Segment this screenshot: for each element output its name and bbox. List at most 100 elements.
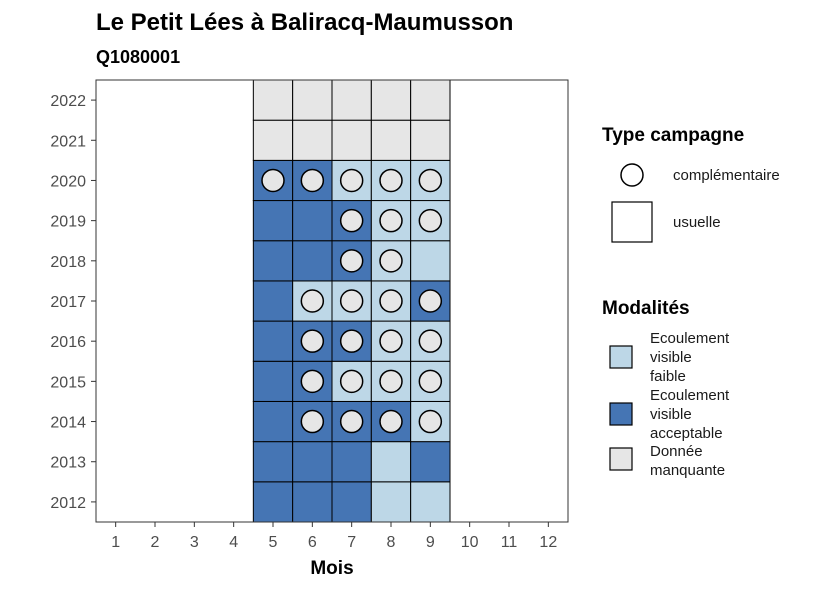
heat-cell [252,119,294,161]
heat-cell [370,441,412,483]
chart-subtitle: Q1080001 [96,47,180,67]
complementaire-marker [339,409,364,434]
legend-type-title: Type campagne [602,125,744,146]
y-tick-label: 2012 [50,495,86,512]
legend-modalite-label: visible [650,349,692,366]
heat-cell [410,119,451,161]
complementaire-marker [300,409,325,434]
markers-layer [261,168,443,434]
legend-color-key [609,402,633,426]
y-tick-label: 2019 [50,214,86,231]
heat-cell [252,79,294,121]
complementaire-marker [300,369,325,394]
x-tick-label: 12 [539,534,557,551]
complementaire-marker [339,168,364,193]
complementaire-marker [379,208,403,233]
heat-cell [252,360,294,402]
x-axis-title: Mois [310,558,353,579]
complementaire-marker [300,289,325,313]
heat-cell [410,79,451,121]
complementaire-marker [379,168,403,193]
y-tick-label: 2018 [50,254,86,271]
complementaire-marker [418,289,443,313]
y-tick-label: 2022 [50,93,86,110]
heat-cell [292,119,333,161]
heat-cell [331,481,372,523]
legend-modalite-label: Donnée [650,443,703,460]
heat-cell [252,441,294,483]
y-axis: 2012 2013 2014 2015 2016 2017 2018 2019 2020 2021… [50,93,96,512]
x-tick-label: 7 [347,534,356,551]
complementaire-marker [300,168,325,193]
heat-cell [252,400,294,443]
heat-cell [410,240,451,282]
complementaire-marker [339,208,364,233]
x-tick-label: 8 [387,534,396,551]
heat-cell [331,119,372,161]
y-tick-label: 2013 [50,455,86,472]
complementaire-marker [300,329,325,353]
legend-square-key [611,201,653,243]
x-tick-label: 6 [308,534,317,551]
complementaire-marker [379,329,403,353]
heat-cell [370,481,412,523]
complementaire-marker [418,329,443,353]
legend-modalite-label: acceptable [650,425,723,442]
legend-circle-key [620,163,644,187]
complementaire-marker [379,289,403,313]
heat-cell [292,240,333,282]
y-tick-label: 2020 [50,173,86,190]
legend-modalite-label: Ecoulement [650,330,730,347]
legend-modalite-label: visible [650,406,692,423]
legend-modalites-title: Modalités [602,298,690,319]
y-tick-label: 2014 [50,415,86,432]
x-tick-label: 10 [461,534,479,551]
legend-type-campagne: Type campagne complémentaire usuelle [602,125,780,243]
complementaire-marker [339,369,364,394]
heat-cell [292,481,333,523]
complementaire-marker [339,289,364,313]
y-tick-label: 2016 [50,334,86,351]
x-tick-label: 9 [426,534,435,551]
heat-cell [331,441,372,483]
legend-modalite-label: manquante [650,462,725,479]
heat-cell [410,441,451,483]
x-tick-label: 5 [269,534,278,551]
complementaire-marker [379,249,403,273]
complementaire-marker [418,409,443,434]
complementaire-marker [418,369,443,394]
legend-modalite-label: faible [650,368,686,385]
complementaire-marker [339,249,364,273]
complementaire-marker [261,168,285,193]
legend-color-key [609,345,633,369]
complementaire-marker [418,208,443,233]
complementaire-marker [418,168,443,193]
legend-modalite-label: Ecoulement [650,387,730,404]
legend-type-label: usuelle [673,214,721,231]
x-tick-label: 3 [190,534,199,551]
x-tick-label: 2 [151,534,160,551]
legend-type-label: complémentaire [673,167,780,184]
x-tick-label: 1 [111,534,120,551]
heat-cell [370,79,412,121]
x-tick-label: 4 [229,534,238,551]
y-tick-label: 2017 [50,294,86,311]
y-tick-label: 2021 [50,133,86,150]
heat-cell [292,79,333,121]
complementaire-marker [339,329,364,353]
x-axis: 1 2 3 4 5 6 7 8 9 10 11 12 [111,522,557,551]
legend-color-key [609,447,633,471]
heat-cell [252,200,294,242]
x-tick-label: 11 [501,534,518,551]
heat-cell [292,441,333,483]
heat-cell [252,280,294,322]
heat-cell [292,200,333,242]
complementaire-marker [379,409,403,434]
heat-cell [252,320,294,362]
heat-cell [252,481,294,523]
heat-cell [370,119,412,161]
complementaire-marker [379,369,403,394]
legend-modalites: Modalités Ecoulement visible faible Ecoulem… [602,298,730,479]
heat-cell [410,481,451,523]
